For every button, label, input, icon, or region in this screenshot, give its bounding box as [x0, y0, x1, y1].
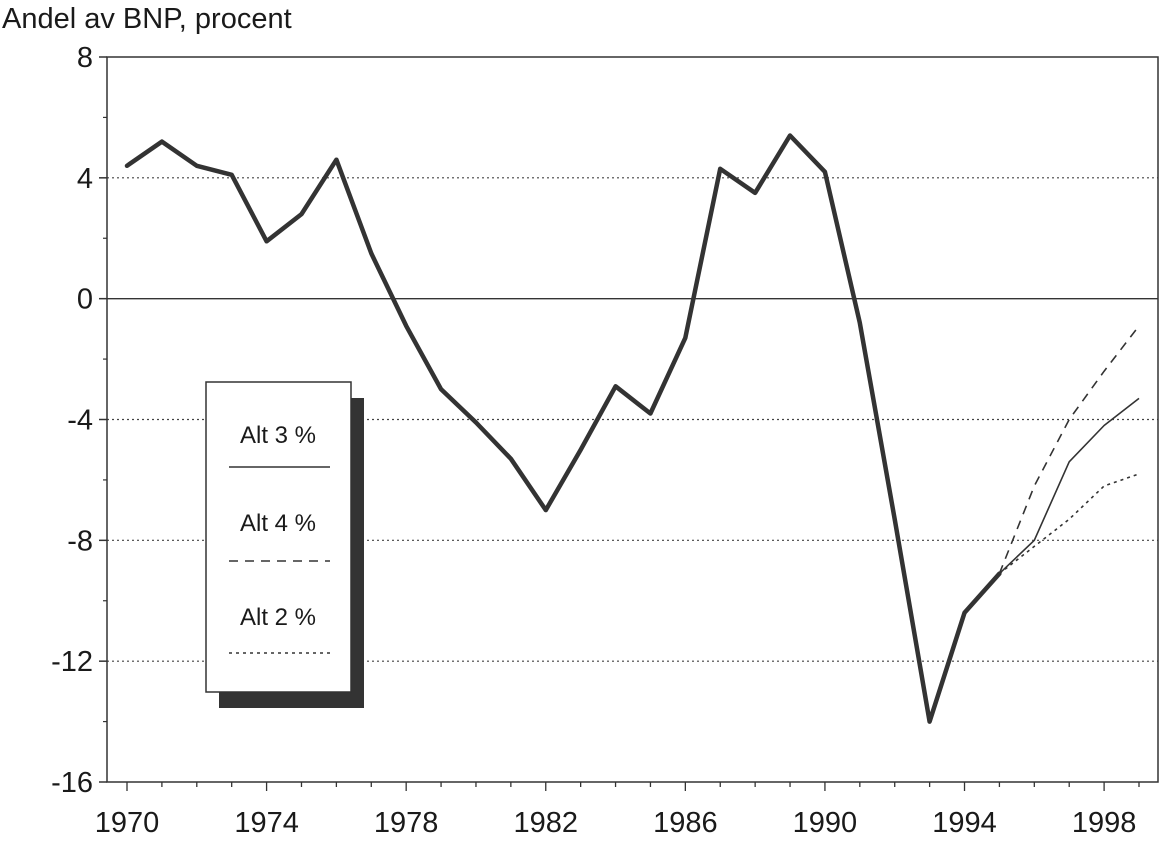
- series: [124, 133, 1140, 724]
- legend-label-1: Alt 3 %: [240, 422, 316, 449]
- series-line-2: [998, 325, 1140, 574]
- x-tick-label: 1990: [793, 807, 858, 839]
- series-line-1: [998, 397, 1140, 575]
- y-tick-label: -16: [51, 767, 93, 799]
- x-tick-label: 1986: [653, 807, 718, 839]
- y-tick-label: 8: [77, 42, 93, 74]
- y-tick-label: -8: [67, 525, 93, 557]
- y-tick-label: 4: [77, 163, 93, 195]
- legend-label-3: Alt 2 %: [240, 604, 316, 631]
- x-tick-label: 1982: [514, 807, 579, 839]
- legend-box: [205, 381, 352, 693]
- y-axis-title: Andel av BNP, procent: [2, 3, 292, 35]
- y-tick-label: -12: [51, 646, 93, 678]
- y-tick-label: 0: [77, 284, 93, 316]
- history-line: [124, 133, 1002, 724]
- legend: Alt 3 % Alt 4 % Alt 2 %: [205, 381, 364, 708]
- legend-label-2: Alt 4 %: [240, 510, 316, 537]
- x-tick-label: 1978: [374, 807, 439, 839]
- y-tick-label: -4: [67, 405, 93, 437]
- x-tick-label: 1998: [1072, 807, 1137, 839]
- series-line-3: [998, 473, 1140, 575]
- x-tick-label: 1994: [932, 807, 997, 839]
- x-tick-label: 1970: [95, 807, 160, 839]
- x-tick-label: 1974: [234, 807, 299, 839]
